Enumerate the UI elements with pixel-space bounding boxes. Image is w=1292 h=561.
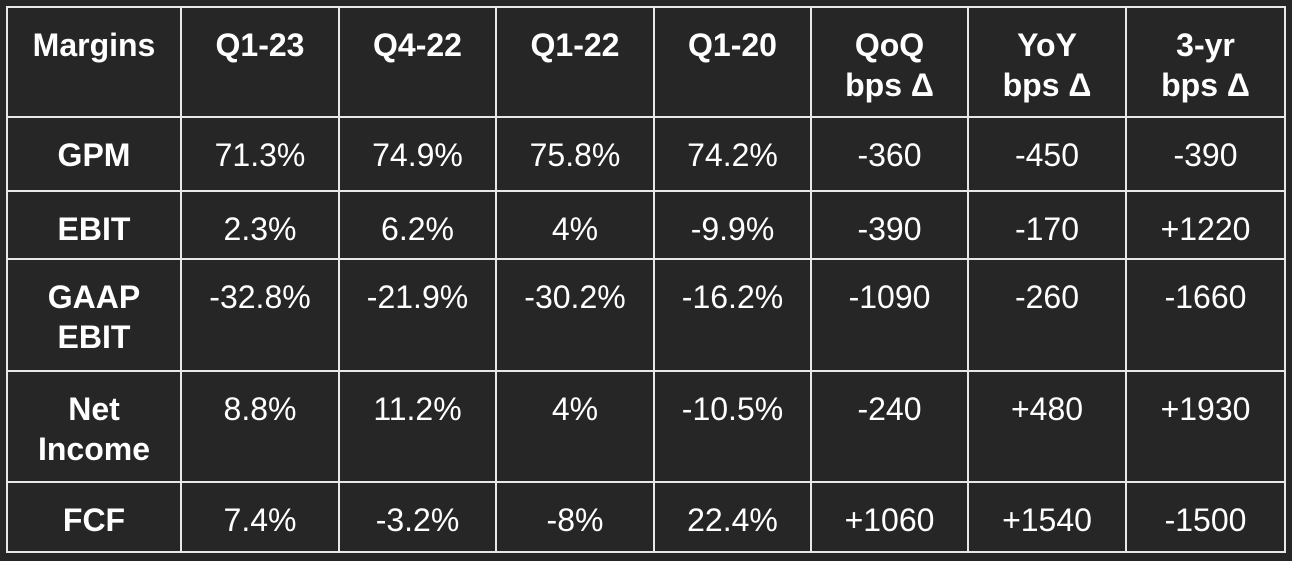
table-cell: 74.9% [338,116,497,192]
row-label: Net Income [6,370,182,483]
table-cell: -16.2% [653,258,812,372]
table-cell: 7.4% [180,481,340,553]
table-cell: -360 [810,116,969,192]
header-cell: Q4-22 [338,6,497,118]
row-label: GPM [6,116,182,192]
margins-table: Margins Q1-23 Q4-22 Q1-22 Q1-20 QoQ bps Δ YoY … [6,6,1286,553]
header-cell: QoQ bps Δ [810,6,969,118]
header-row: Margins Q1-23 Q4-22 Q1-22 Q1-20 QoQ bps Δ YoY … [6,6,1286,118]
table-cell: -9.9% [653,190,812,260]
table-cell: 71.3% [180,116,340,192]
table-cell: -1090 [810,258,969,372]
table-cell: +1540 [967,481,1127,553]
header-cell: Q1-23 [180,6,340,118]
row-label: EBIT [6,190,182,260]
table-cell: -240 [810,370,969,483]
table-row: EBIT 2.3% 6.2% 4% -9.9% -390 -170 +1220 [6,190,1286,260]
table-cell: +1220 [1125,190,1286,260]
table-cell: 8.8% [180,370,340,483]
table-cell: -390 [1125,116,1286,192]
table-cell: +480 [967,370,1127,483]
header-cell: Q1-20 [653,6,812,118]
table-cell: 11.2% [338,370,497,483]
table-cell: +1930 [1125,370,1286,483]
table-cell: -32.8% [180,258,340,372]
table-cell: -1500 [1125,481,1286,553]
table-body: GPM 71.3% 74.9% 75.8% 74.2% -360 -450 -390 EBIT 2… [6,116,1286,553]
table-cell: 2.3% [180,190,340,260]
table-cell: -390 [810,190,969,260]
table-row: Net Income 8.8% 11.2% 4% -10.5% -240 +480 +1930 [6,370,1286,483]
table-cell: 4% [495,190,655,260]
table-cell: 74.2% [653,116,812,192]
table-row: GAAP EBIT -32.8% -21.9% -30.2% -16.2% -1090 -2… [6,258,1286,372]
table-cell: -170 [967,190,1127,260]
table-cell: -8% [495,481,655,553]
table-cell: 75.8% [495,116,655,192]
table-cell: 4% [495,370,655,483]
row-label: FCF [6,481,182,553]
header-cell: YoY bps Δ [967,6,1127,118]
table-cell: -30.2% [495,258,655,372]
row-label: GAAP EBIT [6,258,182,372]
table-cell: -1660 [1125,258,1286,372]
table-cell: +1060 [810,481,969,553]
table-cell: -10.5% [653,370,812,483]
table-cell: -450 [967,116,1127,192]
header-cell: Q1-22 [495,6,655,118]
table-cell: 22.4% [653,481,812,553]
table-row: FCF 7.4% -3.2% -8% 22.4% +1060 +1540 -1500 [6,481,1286,553]
table-cell: -260 [967,258,1127,372]
header-cell: Margins [6,6,182,118]
table-cell: 6.2% [338,190,497,260]
table-row: GPM 71.3% 74.9% 75.8% 74.2% -360 -450 -390 [6,116,1286,192]
table-cell: -21.9% [338,258,497,372]
table-cell: -3.2% [338,481,497,553]
header-cell: 3-yr bps Δ [1125,6,1286,118]
